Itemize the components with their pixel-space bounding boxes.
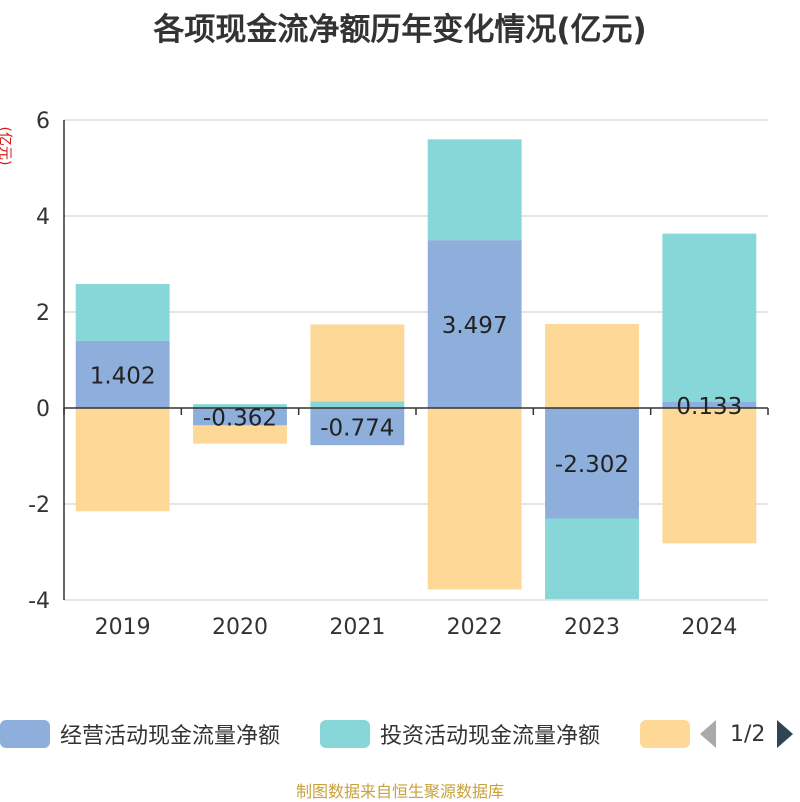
bar-segment xyxy=(427,139,522,241)
pager-prev-icon[interactable] xyxy=(700,720,716,748)
legend: 经营活动现金流量净额 投资活动现金流量净额 xyxy=(0,716,800,752)
y-tick-label: 0 xyxy=(36,397,50,422)
bar-segment xyxy=(662,233,757,402)
bar-segment xyxy=(75,284,170,341)
x-tick-label: 2022 xyxy=(447,615,503,640)
bar-segment xyxy=(427,408,522,590)
legend-label-investing: 投资活动现金流量净额 xyxy=(380,724,601,749)
legend-swatch-financing xyxy=(640,720,690,748)
data-label: 3.497 xyxy=(442,313,508,339)
data-label: -0.362 xyxy=(203,406,277,432)
legend-swatch-investing xyxy=(320,720,370,748)
bar-segment xyxy=(545,324,639,408)
x-tick-label: 2019 xyxy=(95,615,151,640)
x-tick-label: 2021 xyxy=(329,615,385,640)
data-label: -0.774 xyxy=(320,416,394,442)
bar-segment xyxy=(427,240,522,408)
pager-text: 1/2 xyxy=(730,721,766,747)
data-label: -2.302 xyxy=(555,452,629,478)
legend-label-operating: 经营活动现金流量净额 xyxy=(60,724,281,749)
bar-segment xyxy=(545,408,639,519)
legend-item-investing[interactable]: 投资活动现金流量净额 xyxy=(320,716,600,752)
legend-swatch-operating xyxy=(0,720,50,748)
bar-segment xyxy=(75,340,170,408)
x-tick-label: 2020 xyxy=(212,615,268,640)
bar-segment xyxy=(310,401,405,408)
bar-segment xyxy=(193,408,287,426)
x-tick-label: 2023 xyxy=(564,615,620,640)
x-tick-label: 2024 xyxy=(681,615,737,640)
bar-segment xyxy=(75,408,170,512)
bar-segment xyxy=(545,518,639,600)
bar-segment xyxy=(310,324,405,402)
bar-segment xyxy=(193,404,287,408)
y-tick-label: 2 xyxy=(36,301,50,326)
data-label: 1.402 xyxy=(90,363,156,389)
y-tick-label: 6 xyxy=(36,109,50,134)
chart-title: 各项现金流净额历年变化情况(亿元) xyxy=(153,12,647,48)
data-label: 0.133 xyxy=(676,394,742,420)
pager-next-icon[interactable] xyxy=(777,720,794,748)
chart-plot: -4 -2 0 2 4 6 2019 2020 2021 2022 2023 2024 1.402 -0… xyxy=(28,109,769,640)
bar-segment xyxy=(193,425,287,444)
y-tick-label: -4 xyxy=(28,589,50,614)
bar-segment xyxy=(662,408,757,544)
legend-item-operating[interactable]: 经营活动现金流量净额 xyxy=(0,716,280,752)
y-tick-label: -2 xyxy=(28,493,50,518)
bar-segment xyxy=(310,408,405,446)
bar-segment xyxy=(662,401,757,408)
y-tick-label: 4 xyxy=(36,205,50,230)
legend-pager: 1/2 xyxy=(700,716,794,752)
source-note: 制图数据来自恒生聚源数据库 xyxy=(295,782,504,801)
legend-item-financing[interactable] xyxy=(640,716,700,752)
